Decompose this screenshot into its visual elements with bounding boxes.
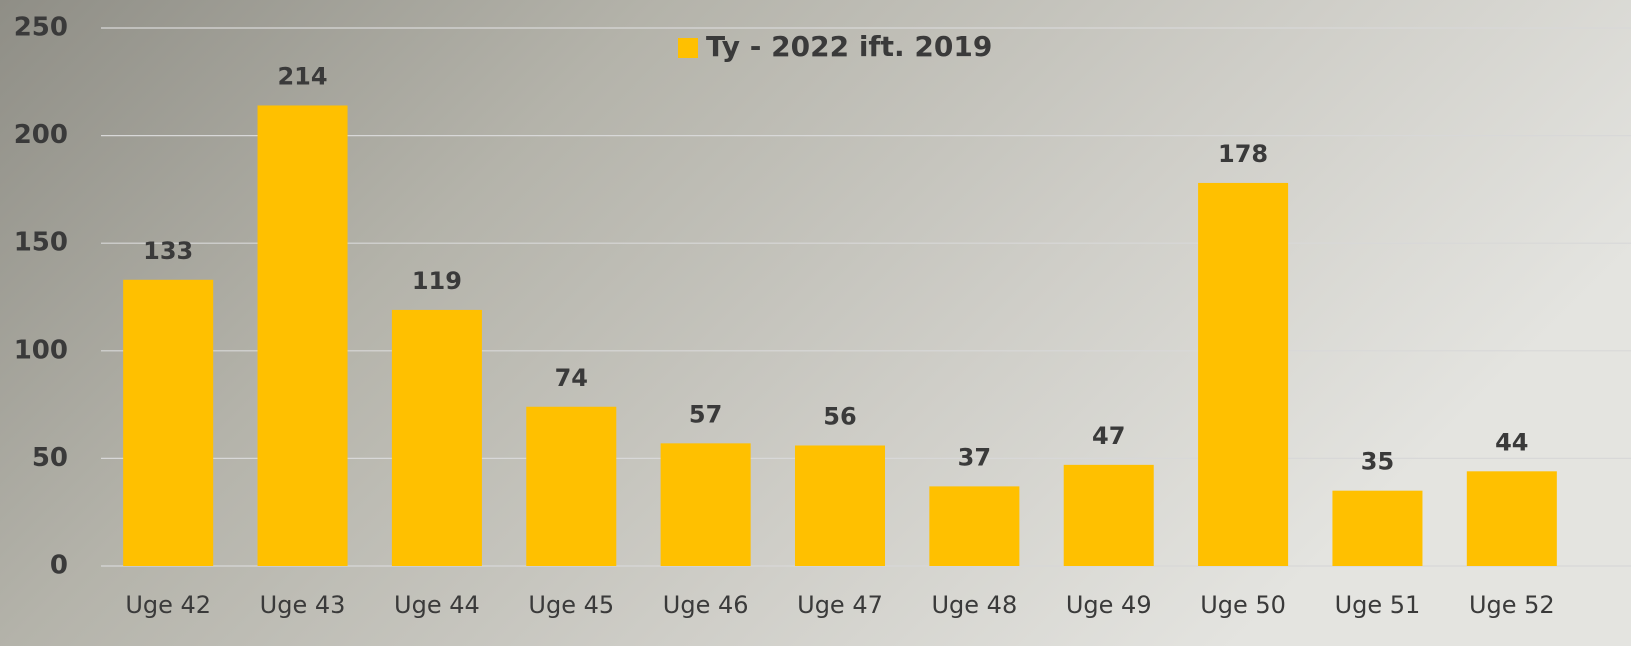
data-label: 56 [823,402,856,430]
x-tick-label: Uge 44 [394,591,480,619]
y-tick-label: 150 [14,228,68,258]
bar [1332,491,1422,566]
x-tick-label: Uge 43 [260,591,346,619]
data-label: 178 [1218,140,1268,168]
legend-label: Ty - 2022 ift. 2019 [706,30,992,63]
legend: Ty - 2022 ift. 2019 [678,30,992,63]
data-label: 133 [143,237,193,265]
bar [795,445,885,566]
data-label: 47 [1092,422,1125,450]
data-label: 57 [689,400,722,428]
bar [1467,471,1557,566]
page: 0 50 100 150 200 250 Uge 42 Uge 43 Uge 44 Uge 45 U… [0,0,1631,646]
chart: 0 50 100 150 200 250 Uge 42 Uge 43 Uge 44 Uge 45 U… [0,0,1631,646]
data-label: 214 [277,62,327,90]
y-tick-label: 200 [14,120,68,150]
x-tick-label: Uge 45 [528,591,614,619]
legend-swatch [678,38,698,58]
x-tick-label: Uge 49 [1066,591,1152,619]
x-tick-label: Uge 47 [797,591,883,619]
data-label: 44 [1495,428,1528,456]
bar [258,105,348,566]
data-label: 35 [1361,448,1394,476]
y-tick-label: 50 [32,443,68,473]
y-tick-label: 100 [14,335,68,365]
bar [661,443,751,566]
data-label: 119 [412,267,462,295]
x-tick-label: Uge 48 [931,591,1017,619]
x-tick-label: Uge 46 [663,591,749,619]
bar [123,280,213,566]
data-label: 74 [555,364,588,392]
bar [392,310,482,566]
x-tick-label: Uge 42 [125,591,211,619]
x-tick-label: Uge 52 [1469,591,1555,619]
bar [1198,183,1288,566]
bar [1064,465,1154,566]
bar [929,486,1019,566]
data-label: 37 [958,443,991,471]
y-tick-label: 0 [50,551,68,581]
bar [526,407,616,566]
x-tick-label: Uge 51 [1335,591,1421,619]
x-tick-label: Uge 50 [1200,591,1286,619]
y-tick-label: 250 [14,13,68,43]
